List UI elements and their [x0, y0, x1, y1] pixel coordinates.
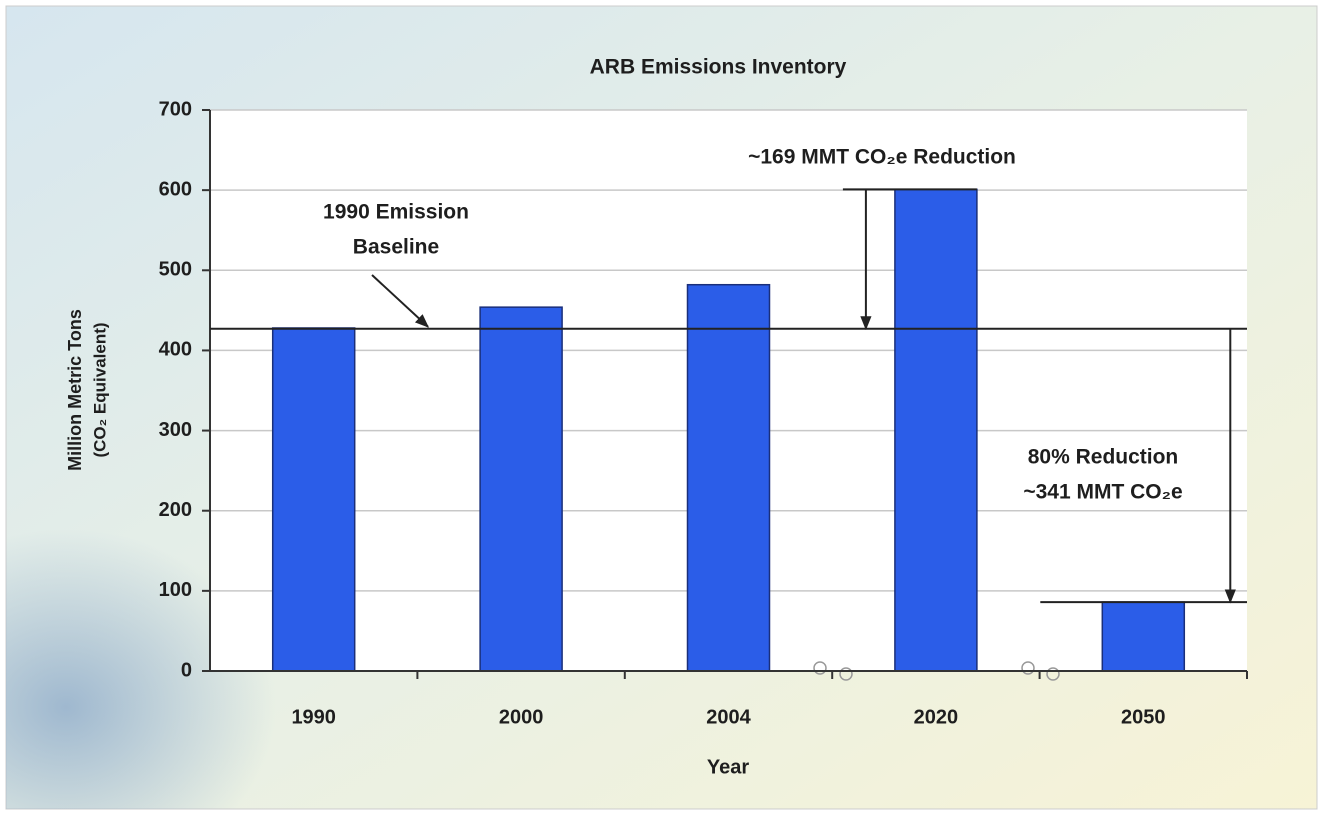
y-axis-label: (CO₂ Equivalent) [90, 322, 109, 457]
y-axis-label: Million Metric Tons [65, 309, 85, 471]
x-tick-label: 2004 [706, 706, 751, 728]
y-tick-label: 300 [159, 419, 192, 441]
y-tick-label: 400 [159, 339, 192, 361]
break-symbol [813, 661, 827, 675]
annotation: ~341 MMT CO₂e [1023, 481, 1182, 504]
x-tick-label: 1990 [291, 706, 336, 728]
annotation: 1990 Emission [323, 201, 469, 224]
x-tick-label: 2020 [914, 706, 959, 728]
y-tick-label: 700 [159, 98, 192, 120]
x-tick-label: 2050 [1121, 706, 1166, 728]
bar [894, 188, 978, 672]
y-tick-label: 600 [159, 178, 192, 200]
y-tick-label: 500 [159, 259, 192, 281]
axis-break [813, 661, 1060, 681]
bar [686, 283, 771, 672]
annotation: 80% Reduction [1028, 446, 1179, 469]
pointer-arrow [371, 274, 430, 328]
annotation: ~169 MMT CO₂e Reduction [748, 146, 1016, 169]
bar [479, 306, 563, 672]
y-tick-label: 0 [181, 659, 192, 681]
x-axis-label: Year [707, 756, 749, 778]
break-symbol [1046, 667, 1060, 681]
x-tick-label: 2000 [499, 706, 544, 728]
bar [1101, 601, 1186, 672]
y-tick-label: 100 [159, 579, 192, 601]
y-tick-label: 200 [159, 499, 192, 521]
chart-title: ARB Emissions Inventory [590, 56, 847, 79]
bar [271, 327, 356, 672]
break-symbol [1021, 661, 1035, 675]
annotation: Baseline [353, 236, 439, 259]
break-symbol [839, 667, 853, 681]
